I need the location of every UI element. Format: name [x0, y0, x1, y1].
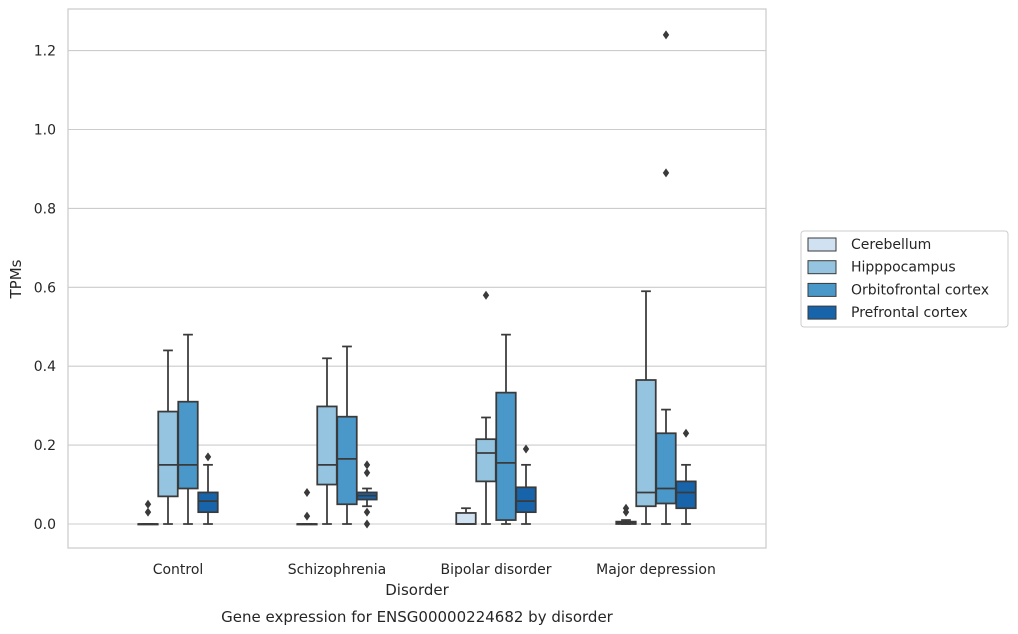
x-tick-label: Bipolar disorder: [440, 562, 551, 578]
box-iqr: [475, 438, 497, 483]
outlier-point: [482, 290, 490, 300]
box-iqr: [157, 410, 179, 498]
box-iqr: [635, 379, 657, 508]
box-orbitofrontal-cortex: [655, 30, 677, 525]
outlier-point: [144, 499, 152, 509]
box-hipppocampus: [316, 357, 338, 525]
x-axis-label: Disorder: [385, 581, 449, 599]
box-iqr: [197, 491, 219, 514]
box-prefrontal-cortex: [515, 444, 537, 525]
legend-label: Orbitofrontal cortex: [851, 282, 989, 298]
box-iqr: [316, 405, 338, 486]
plot-frame: [67, 8, 767, 549]
outlier-point: [622, 503, 630, 513]
legend-swatch: [807, 282, 837, 297]
x-tick-labels: Control Schizophrenia Bipolar disorder Majo…: [153, 562, 716, 578]
outlier-point: [144, 507, 152, 517]
y-tick-labels: 0.0 0.2 0.4 0.6 0.8 1.0 1.2: [34, 44, 56, 533]
box-prefrontal-cortex: [675, 428, 697, 525]
box-cerebellum: [615, 503, 637, 525]
box-iqr: [336, 415, 358, 506]
legend: Cerebellum Hipppocampus Orbitofrontal cort…: [800, 230, 1009, 328]
box-iqr: [177, 400, 199, 490]
box-iqr: [495, 391, 517, 521]
legend-swatch: [807, 260, 837, 275]
outlier-point: [662, 168, 670, 178]
x-tick-label: Control: [153, 562, 204, 578]
box-iqr: [455, 512, 477, 525]
y-tick-label: 0.8: [34, 201, 56, 217]
x-tick-label: Major depression: [596, 562, 716, 578]
outlier-point: [682, 428, 690, 438]
box-iqr: [515, 486, 537, 514]
legend-items: Cerebellum Hipppocampus Orbitofrontal cort…: [807, 237, 989, 321]
box-cerebellum: [296, 487, 318, 526]
box-prefrontal-cortex: [197, 452, 219, 525]
legend-label: Prefrontal cortex: [851, 305, 968, 321]
box-iqr: [655, 432, 677, 505]
boxes: [137, 30, 697, 529]
box-hipppocampus: [635, 290, 657, 525]
box-hipppocampus: [157, 349, 179, 525]
legend-label: Hipppocampus: [851, 260, 956, 276]
outlier-point: [522, 444, 530, 454]
y-tick-label: 1.2: [34, 44, 56, 60]
box-orbitofrontal-cortex: [495, 333, 517, 525]
figure-caption: Gene expression for ENSG00000224682 by d…: [221, 608, 614, 626]
y-tick-label: 0.6: [34, 280, 56, 296]
y-tick-label: 0.2: [34, 438, 56, 454]
legend-swatch: [807, 237, 837, 252]
outlier-point: [363, 468, 371, 478]
box-orbitofrontal-cortex: [336, 345, 358, 525]
outlier-point: [363, 460, 371, 470]
box-cerebellum: [455, 507, 477, 525]
outlier-point: [363, 507, 371, 517]
y-tick-label: 0.0: [34, 517, 56, 533]
outlier-point: [363, 519, 371, 529]
box-iqr: [675, 480, 697, 510]
outlier-point: [204, 452, 212, 462]
legend-label: Cerebellum: [851, 237, 931, 253]
box-hipppocampus: [475, 290, 497, 525]
box-cerebellum: [137, 499, 159, 526]
box-orbitofrontal-cortex: [177, 333, 199, 525]
outlier-point: [303, 511, 311, 521]
y-tick-label: 1.0: [34, 123, 56, 139]
y-tick-label: 0.4: [34, 359, 56, 375]
x-tick-label: Schizophrenia: [288, 562, 386, 578]
outlier-point: [662, 30, 670, 40]
legend-frame: [800, 230, 1009, 328]
legend-swatch: [807, 305, 837, 320]
y-axis-label: TPMs: [7, 259, 25, 299]
outlier-point: [303, 487, 311, 497]
box-prefrontal-cortex: [356, 460, 378, 529]
